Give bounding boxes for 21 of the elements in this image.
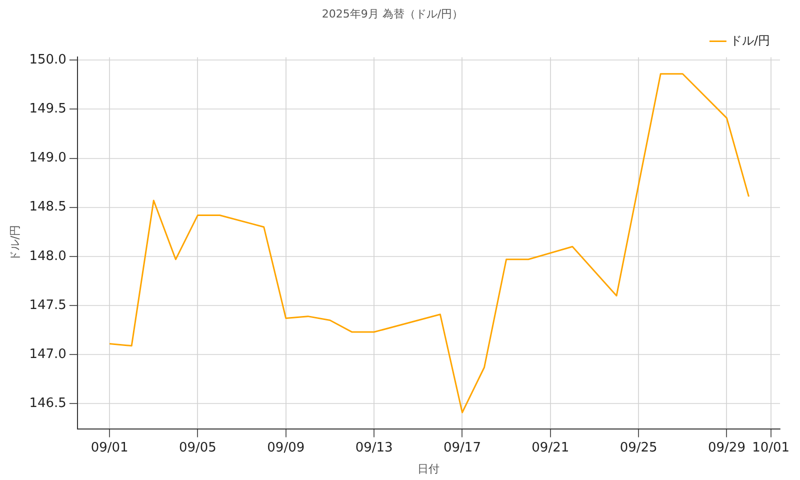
x-tick-label: 09/01 (90, 440, 128, 456)
y-tick-label: 147.5 (29, 298, 66, 313)
y-tick-label: 150.0 (29, 52, 66, 68)
x-tick-label: 09/05 (178, 440, 216, 456)
x-tick-label: 09/29 (708, 440, 746, 456)
y-tick-label: 149.0 (29, 150, 66, 166)
y-tick-label: 148.0 (29, 248, 66, 264)
x-tick-label: 09/25 (620, 440, 658, 456)
y-tick-label: 147.0 (29, 346, 66, 362)
x-tick-label: 10/01 (752, 440, 790, 456)
y-tick-label: 146.5 (29, 396, 66, 412)
x-tick-label: 09/13 (355, 440, 393, 456)
x-axis-title: 日付 (418, 462, 440, 476)
y-tick-label: 149.5 (29, 102, 66, 117)
legend-label: ドル/円 (730, 33, 770, 48)
y-axis-title: ドル/円 (8, 224, 22, 262)
chart-title: 2025年9月 為替（ドル/円） (322, 7, 464, 20)
x-tick-label: 09/09 (267, 440, 305, 456)
x-tick-label: 09/17 (443, 440, 481, 456)
y-tick-label: 148.5 (29, 200, 66, 215)
x-tick-label: 09/21 (532, 440, 570, 456)
